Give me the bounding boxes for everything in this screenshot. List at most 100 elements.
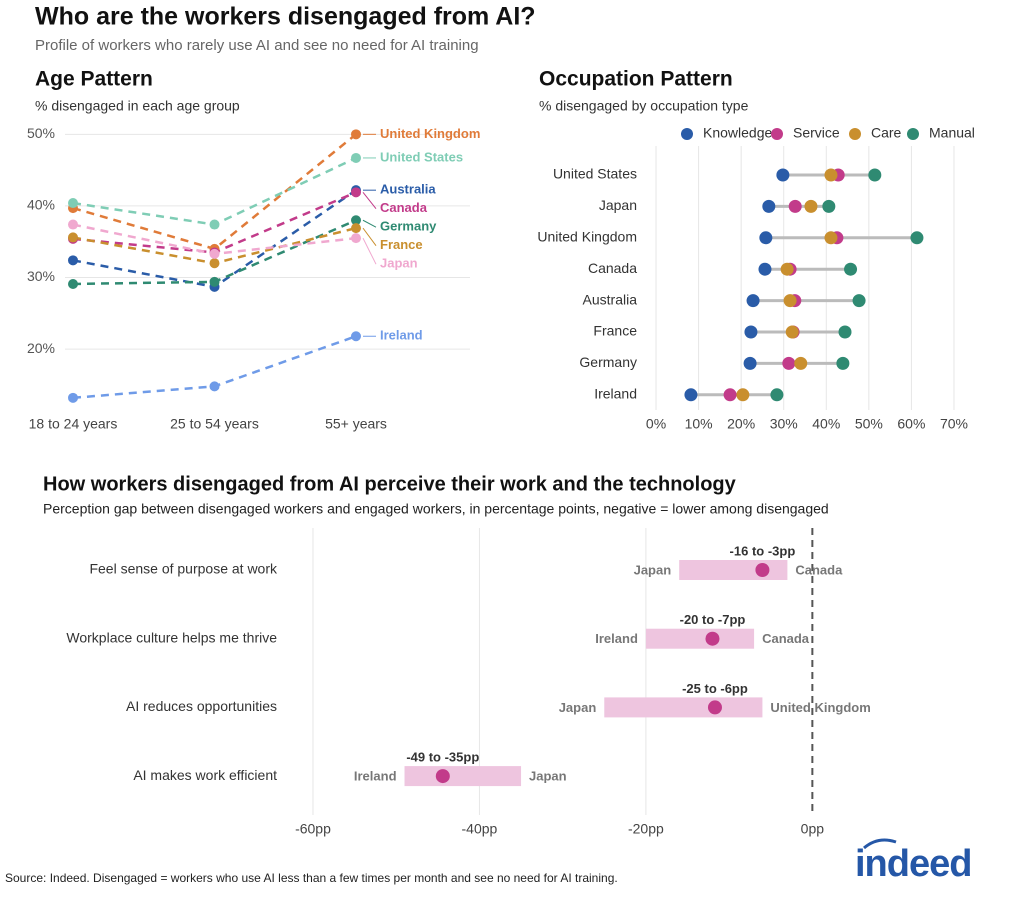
page-subtitle: Profile of workers who rarely use AI and… (35, 37, 479, 54)
y-tick-label: 20% (27, 340, 55, 356)
panel-subtitle: % disengaged by occupation type (539, 98, 749, 114)
dot (782, 356, 796, 370)
source-note: Source: Indeed. Disengaged = workers who… (5, 871, 618, 885)
point (68, 219, 78, 230)
legend-marker (907, 128, 919, 140)
dot (822, 199, 836, 213)
high-country: Canada (795, 562, 843, 577)
legend-label: Knowledge (703, 125, 772, 141)
category-label: Feel sense of purpose at work (89, 561, 278, 577)
point (351, 233, 361, 244)
low-country: Japan (559, 700, 597, 715)
series-label: United Kingdom (380, 126, 480, 141)
y-tick-label: 50% (27, 125, 55, 141)
point (209, 258, 220, 269)
range-bar (645, 628, 755, 649)
dot (780, 262, 794, 276)
dot (836, 356, 850, 370)
category-label: United States (553, 166, 637, 182)
category-label: Workplace culture helps me thrive (66, 629, 277, 645)
mean-dot (435, 769, 450, 784)
series-line (72, 156, 357, 226)
dot (844, 262, 858, 276)
series-label: Ireland (380, 328, 423, 343)
logo-arc (863, 838, 897, 850)
legend-marker (849, 128, 861, 140)
range-bar (404, 766, 522, 787)
x-tick-label: -20pp (628, 821, 664, 837)
label-leader (362, 192, 377, 209)
legend-marker (681, 128, 693, 140)
point (351, 129, 361, 140)
range-bar (679, 560, 788, 580)
panel-title: Occupation Pattern (539, 68, 733, 91)
x-tick-label: 0pp (801, 821, 825, 837)
series-line (72, 133, 357, 251)
category-label: Ireland (594, 386, 637, 402)
series-label: Japan (380, 256, 418, 271)
high-country: Japan (529, 769, 567, 784)
point (351, 187, 361, 198)
x-tick-label: 10% (685, 416, 713, 432)
x-tick-label: -40pp (462, 821, 498, 837)
dot (770, 388, 784, 402)
x-tick-label: 20% (727, 416, 755, 432)
series-label: France (380, 237, 423, 252)
dot (868, 168, 882, 182)
dot (776, 168, 790, 182)
point (68, 255, 78, 266)
low-country: Japan (634, 562, 672, 577)
dot (794, 356, 808, 370)
dot (759, 231, 773, 245)
series-label: United States (380, 149, 463, 164)
series-label: Canada (380, 200, 428, 215)
y-tick-label: 30% (27, 268, 55, 284)
high-country: United Kingdom (770, 700, 870, 715)
x-tick-label: 50% (855, 416, 883, 432)
range-label: -16 to -3pp (730, 543, 796, 558)
category-label: Japan (599, 197, 637, 213)
category-label: United Kingdom (537, 229, 637, 245)
category-label: Australia (583, 291, 638, 307)
point (68, 392, 78, 403)
point (68, 232, 78, 243)
x-tick-label: -60pp (295, 821, 331, 837)
range-label: -25 to -6pp (682, 681, 748, 696)
dot (783, 294, 797, 308)
dot (910, 231, 924, 245)
point (351, 215, 361, 226)
label-leader (362, 237, 377, 265)
point (209, 276, 220, 287)
point (68, 198, 78, 209)
point (209, 219, 220, 230)
legend-label: Manual (929, 125, 975, 141)
series-label: Germany (380, 219, 437, 234)
dot (838, 325, 852, 339)
point (351, 331, 361, 342)
page-title: Who are the workers disengaged from AI? (35, 3, 536, 31)
panel-subtitle: % disengaged in each age group (35, 98, 240, 114)
point (68, 278, 78, 289)
dot (824, 168, 838, 182)
label-leader (362, 219, 377, 228)
series-label: Australia (380, 182, 436, 197)
legend-label: Care (871, 125, 902, 141)
x-tick-label: 0% (646, 416, 666, 432)
range-label: -20 to -7pp (680, 612, 746, 627)
dot (746, 294, 760, 308)
dot (788, 199, 802, 213)
low-country: Ireland (354, 769, 397, 784)
category-label: Germany (579, 354, 637, 370)
category-label: AI makes work efficient (133, 767, 277, 783)
panel-title: Age Pattern (35, 68, 153, 91)
dot (824, 231, 838, 245)
dot (744, 325, 758, 339)
logo: indeed (855, 843, 971, 885)
category-label: Canada (588, 260, 637, 276)
category-label: France (593, 323, 637, 339)
x-tick-label: 25 to 54 years (170, 416, 259, 432)
dot (804, 199, 818, 213)
x-tick-label: 40% (812, 416, 840, 432)
